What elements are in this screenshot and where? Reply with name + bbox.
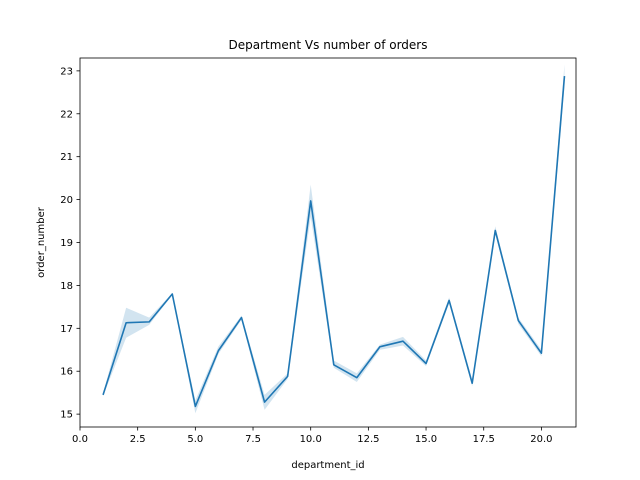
plot-frame (79, 57, 577, 428)
y-tick-label: 18 (60, 281, 73, 292)
x-axis-label: department_id (291, 460, 364, 471)
y-tick-label: 15 (60, 410, 73, 421)
y-tick-label: 19 (60, 238, 73, 249)
series-line-layer (102, 75, 566, 408)
x-tick-label: 15.0 (415, 434, 437, 445)
x-tick-label: 10.0 (300, 434, 322, 445)
x-tick-label: 7.5 (245, 434, 261, 445)
x-tick-label: 5.0 (187, 434, 203, 445)
x-tick-label: 20.0 (530, 434, 552, 445)
y-tick-label: 21 (60, 152, 73, 163)
y-tick-label: 17 (60, 324, 73, 335)
y-axis-label: order_number (36, 206, 47, 278)
x-tick-label: 2.5 (130, 434, 146, 445)
y-tick-label: 20 (60, 195, 73, 206)
y-axis-ticks: 15 16 17 18 19 20 21 22 23 (60, 66, 80, 421)
x-axis-ticks: 0.0 2.5 5.0 7.5 10.0 12.5 15.0 17.5 20.0 (72, 427, 553, 445)
y-tick-label: 22 (60, 109, 73, 120)
y-tick-label: 16 (60, 367, 73, 378)
chart-title: Department Vs number of orders (229, 38, 428, 52)
x-tick-label: 12.5 (357, 434, 379, 445)
y-tick-label: 23 (60, 66, 73, 77)
x-tick-label: 0.0 (72, 434, 88, 445)
x-tick-label: 17.5 (473, 434, 495, 445)
